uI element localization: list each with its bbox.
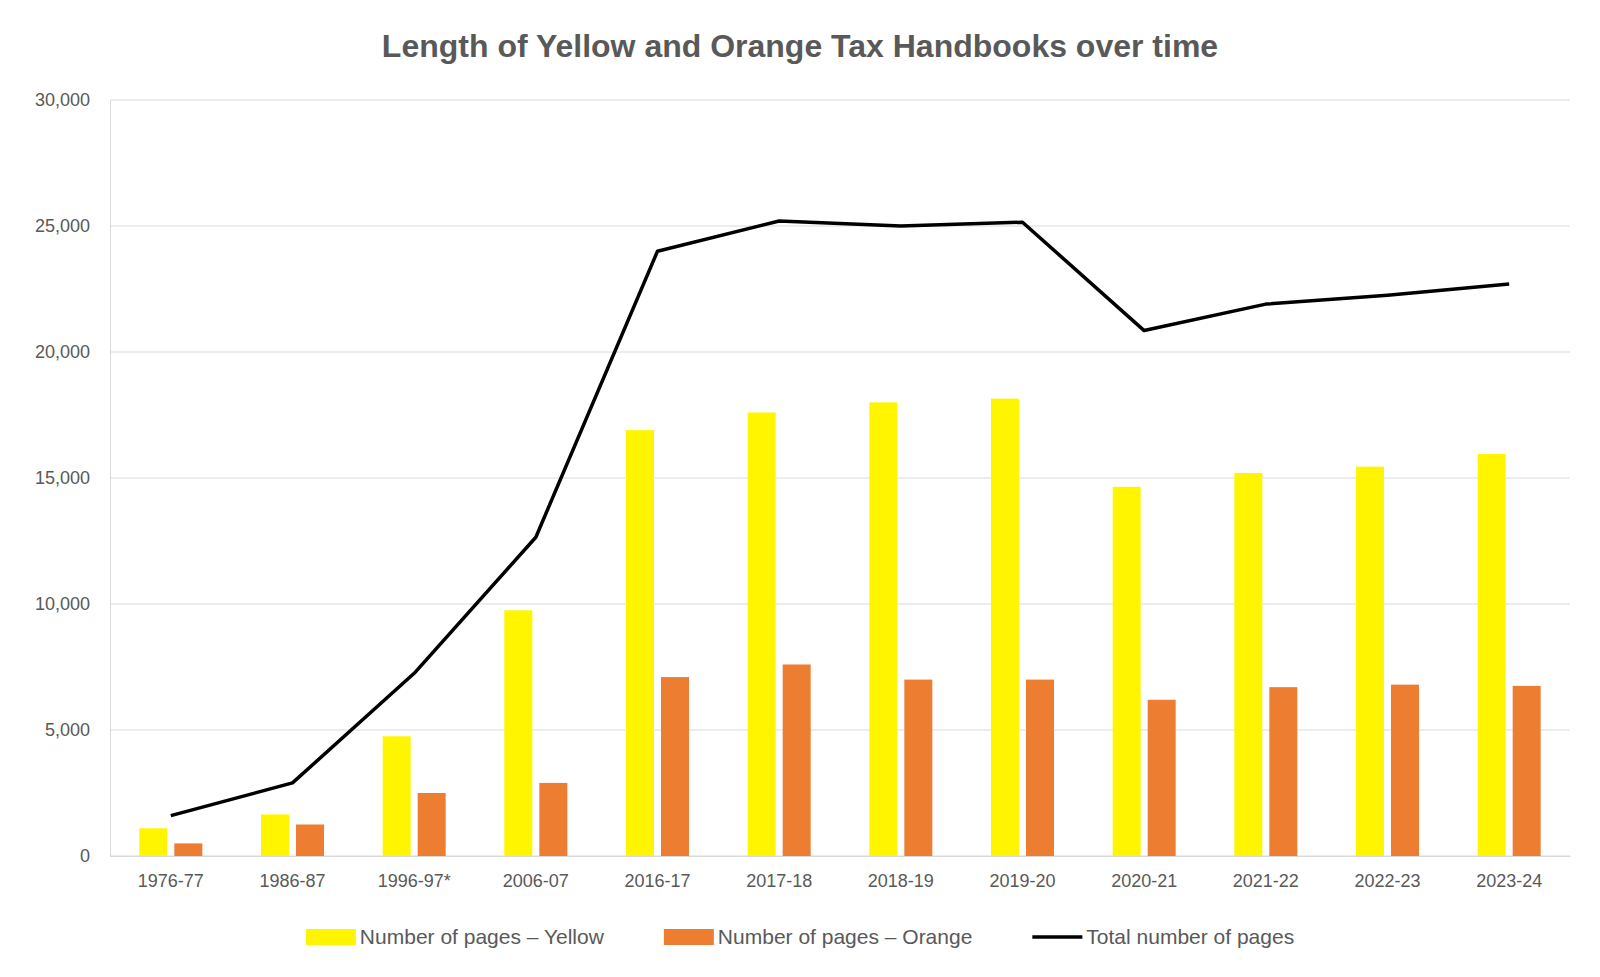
grid xyxy=(110,100,1570,856)
x-tick: 2023-24 xyxy=(1476,856,1542,891)
x-tick-label: 2022-23 xyxy=(1354,871,1420,891)
y-tick-label: 25,000 xyxy=(35,216,90,236)
grid-line xyxy=(110,478,1570,479)
x-tick: 2016-17 xyxy=(624,856,690,891)
bar xyxy=(174,843,202,856)
legend-item: Number of pages – Yellow xyxy=(306,925,605,948)
x-tick-label: 2023-24 xyxy=(1476,871,1542,891)
bar xyxy=(139,828,167,856)
bar xyxy=(1113,487,1141,856)
grid-line xyxy=(110,604,1570,605)
chart: Length of Yellow and Orange Tax Handbook… xyxy=(0,0,1600,977)
bar xyxy=(1269,687,1297,856)
y-tick: 10,000 xyxy=(35,594,110,614)
legend-item: Total number of pages xyxy=(1032,925,1294,948)
bar xyxy=(661,677,689,856)
x-axis: 1976-77 1986-87 1996-97* 2006-07 2016-17 2017… xyxy=(111,856,1571,891)
x-tick: 1976-77 xyxy=(138,856,204,891)
bar xyxy=(1148,700,1176,856)
x-tick-label: 1976-77 xyxy=(138,871,204,891)
legend: Number of pages – Yellow Number of pages … xyxy=(306,925,1294,948)
bar xyxy=(1513,686,1541,856)
x-tick: 1986-87 xyxy=(259,856,325,891)
bar xyxy=(504,610,532,856)
bar xyxy=(261,814,289,856)
x-tick-label: 1986-87 xyxy=(259,871,325,891)
y-tick: 5,000 xyxy=(45,720,110,740)
y-tick: 0 xyxy=(80,846,110,866)
x-tick: 2021-22 xyxy=(1233,856,1299,891)
bar-series xyxy=(174,664,1540,856)
y-tick-label: 5,000 xyxy=(45,720,90,740)
bar xyxy=(1478,454,1506,856)
x-tick-label: 2006-07 xyxy=(503,871,569,891)
legend-label: Total number of pages xyxy=(1086,925,1294,948)
legend-label: Number of pages – Yellow xyxy=(360,925,605,948)
grid-line xyxy=(110,730,1570,731)
x-tick-label: 2018-19 xyxy=(868,871,934,891)
bar xyxy=(1356,467,1384,856)
x-tick-label: 1996-97* xyxy=(378,871,451,891)
y-tick-label: 10,000 xyxy=(35,594,90,614)
bar xyxy=(869,402,897,856)
bar xyxy=(991,399,1019,856)
y-axis: 0 5,000 10,000 15,000 20,000 25,000 30,000 xyxy=(35,90,111,866)
y-axis-line xyxy=(110,101,111,857)
grid-line xyxy=(110,226,1570,227)
x-axis-line xyxy=(111,856,1571,857)
y-tick-label: 20,000 xyxy=(35,342,90,362)
y-tick: 15,000 xyxy=(35,468,110,488)
x-tick: 1996-97* xyxy=(378,856,451,891)
grid-line xyxy=(110,100,1570,101)
y-tick-label: 0 xyxy=(80,846,90,866)
x-tick: 2006-07 xyxy=(503,856,569,891)
x-tick-label: 2021-22 xyxy=(1233,871,1299,891)
bar xyxy=(1026,680,1054,856)
bar xyxy=(383,736,411,856)
marks xyxy=(139,221,1540,856)
y-tick: 30,000 xyxy=(35,90,110,110)
x-tick: 2017-18 xyxy=(746,856,812,891)
x-tick-label: 2017-18 xyxy=(746,871,812,891)
bar xyxy=(626,430,654,856)
legend-label: Number of pages – Orange xyxy=(718,925,972,948)
legend-item: Number of pages – Orange xyxy=(664,925,972,948)
plot: 0 5,000 10,000 15,000 20,000 25,000 30,000 1976… xyxy=(35,90,1571,891)
bar-series xyxy=(139,399,1505,856)
x-tick-label: 2016-17 xyxy=(624,871,690,891)
bar xyxy=(783,664,811,856)
bar xyxy=(539,783,567,856)
legend-swatch xyxy=(306,929,356,945)
x-tick: 2022-23 xyxy=(1354,856,1420,891)
y-tick-label: 30,000 xyxy=(35,90,90,110)
bar xyxy=(748,412,776,856)
title: Length of Yellow and Orange Tax Handbook… xyxy=(382,28,1218,64)
bar xyxy=(1234,473,1262,856)
legend-swatch xyxy=(1032,935,1082,939)
grid-line xyxy=(110,856,1570,857)
bar xyxy=(904,680,932,856)
legend-swatch xyxy=(664,929,714,945)
x-tick: 2018-19 xyxy=(868,856,934,891)
x-tick: 2020-21 xyxy=(1111,856,1177,891)
x-tick-label: 2019-20 xyxy=(989,871,1055,891)
x-tick-label: 2020-21 xyxy=(1111,871,1177,891)
y-tick-label: 15,000 xyxy=(35,468,90,488)
bar xyxy=(296,825,324,857)
bar xyxy=(1391,685,1419,856)
bar xyxy=(418,793,446,856)
x-tick: 2019-20 xyxy=(989,856,1055,891)
line xyxy=(171,221,1509,816)
y-tick: 20,000 xyxy=(35,342,110,362)
y-tick: 25,000 xyxy=(35,216,110,236)
grid-line xyxy=(110,352,1570,353)
